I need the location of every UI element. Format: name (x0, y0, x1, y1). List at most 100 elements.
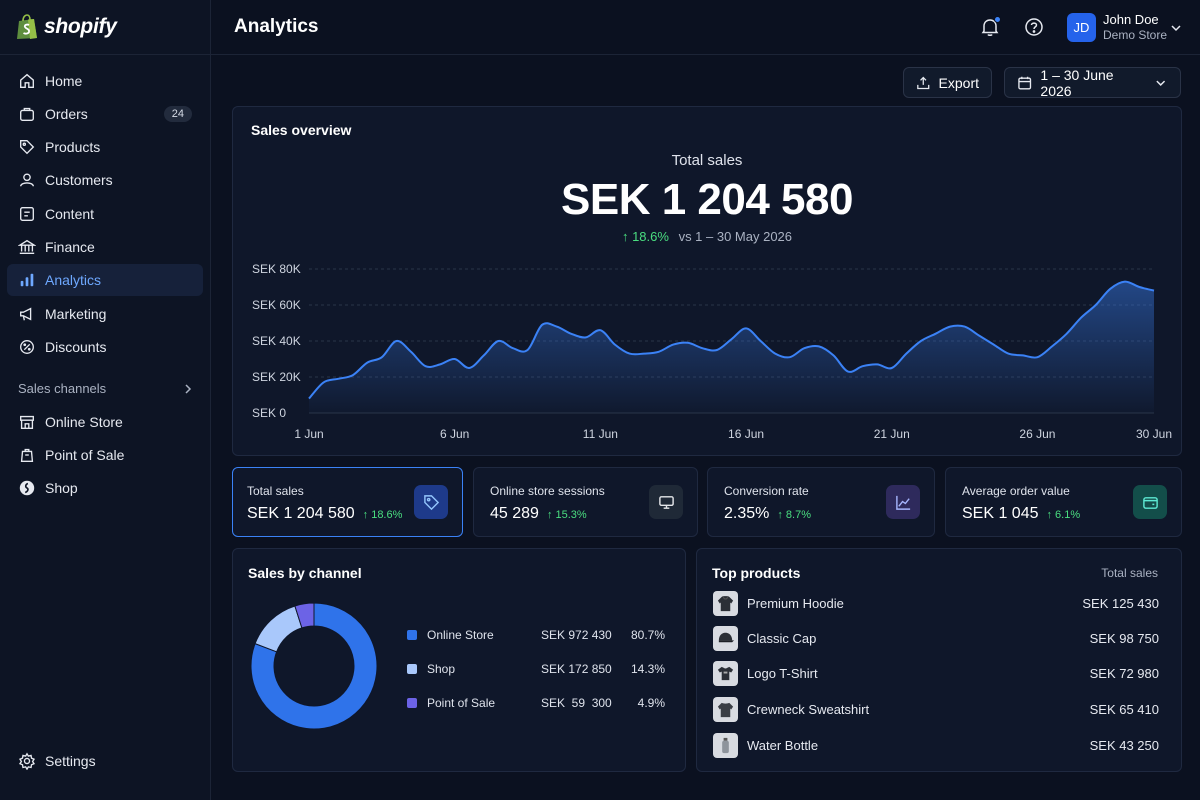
legend-percent: 80.7% (630, 628, 665, 642)
legend-row-shop: Shop SEK 172 850 14.3% (407, 661, 665, 679)
sales-area-fill (309, 281, 1154, 413)
product-sales: SEK 125 430 (1082, 596, 1159, 611)
export-button[interactable]: Export (903, 67, 992, 98)
hoodie-icon (713, 591, 738, 616)
sidebar-item-label: Content (45, 206, 95, 222)
home-icon (18, 72, 36, 90)
y-tick-label: SEK 60K (252, 298, 301, 312)
product-name: Crewneck Sweatshirt (747, 702, 870, 717)
date-range-picker[interactable]: 1 – 30 June 2026 (1004, 66, 1181, 99)
sales-channels-label: Sales channels (18, 381, 107, 396)
kpi-card-conversion-rate[interactable]: Conversion rate 2.35% ↑ 8.7% (707, 467, 935, 537)
donut-slice-point-of-sale (294, 602, 315, 629)
product-name: Premium Hoodie (747, 596, 844, 611)
kpi-value: SEK 1 045 (962, 505, 1039, 522)
sidebar-item-orders[interactable]: Orders 24 (7, 98, 203, 130)
sidebar-divider (0, 54, 210, 55)
sidebar-item-content[interactable]: Content (7, 198, 203, 230)
kpi-change: ↑ 15.3% (546, 509, 587, 521)
sidebar-item-customers[interactable]: Customers (7, 164, 203, 196)
sidebar-item-products[interactable]: Products (7, 131, 203, 163)
kpi-label: Online store sessions (490, 484, 605, 498)
kpi-label: Average order value (962, 484, 1070, 498)
product-sales: SEK 98 750 (1089, 631, 1159, 646)
product-row[interactable]: Classic Cap SEK 98 750 (713, 626, 1159, 652)
megaphone-icon (18, 305, 36, 323)
shop-icon (18, 479, 36, 497)
help-button[interactable] (1023, 16, 1045, 38)
kpi-card-total-sales[interactable]: Total sales SEK 1 204 580 ↑ 18.6% (232, 467, 463, 537)
kpi-value: 2.35% (724, 505, 770, 522)
sales-area-chart: SEK 80K SEK 60K SEK 40K SEK 20K SEK 0 1 Jun 6 … (252, 262, 1172, 441)
sidebar-item-settings[interactable]: Settings (7, 745, 203, 777)
sidebar-item-label: Home (45, 73, 83, 89)
date-range-label: 1 – 30 June 2026 (1040, 66, 1114, 99)
x-tick-label: 1 Jun (294, 427, 323, 441)
sidebar-item-online-store[interactable]: Online Store (7, 406, 203, 438)
legend-row-point-of-sale: Point of Sale SEK 59 300 4.9% (407, 695, 665, 713)
sidebar-item-analytics[interactable]: Analytics (7, 264, 203, 296)
card-title: Sales by channel (248, 565, 362, 581)
column-header-total-sales: Total sales (1101, 566, 1158, 580)
kpi-value-row: SEK 1 204 580 ↑ 18.6% (247, 505, 402, 523)
sidebar-item-marketing[interactable]: Marketing (7, 298, 203, 330)
sidebar-item-discounts[interactable]: Discounts (7, 331, 203, 363)
sidebar-item-label: Customers (45, 172, 113, 188)
chevron-down-icon[interactable] (1169, 21, 1183, 35)
brand-name: shopify (44, 15, 117, 38)
sidebar-item-finance[interactable]: Finance (7, 231, 203, 263)
legend-swatch (407, 698, 417, 708)
legend-percent: 4.9% (637, 696, 665, 710)
store-name: Demo Store (1103, 28, 1168, 42)
x-tick-label: 21 Jun (874, 427, 910, 441)
sales-channels-header[interactable]: Sales channels (18, 381, 194, 396)
shopify-bag-icon (17, 14, 37, 39)
user-name[interactable]: John Doe (1103, 12, 1159, 27)
sidebar-item-shop[interactable]: Shop (7, 472, 203, 504)
product-row[interactable]: Water Bottle SEK 43 250 (713, 733, 1159, 759)
gear-icon (18, 752, 36, 770)
sidebar-item-label: Settings (45, 753, 96, 769)
sidebar-item-label: Marketing (45, 306, 107, 322)
sidebar-item-point-of-sale[interactable]: Point of Sale (7, 439, 203, 471)
calendar-icon (1018, 76, 1032, 89)
sidebar-item-home[interactable]: Home (7, 65, 203, 97)
kpi-value-row: 45 289 ↑ 15.3% (490, 505, 587, 523)
legend-percent: 14.3% (630, 662, 665, 676)
avatar[interactable]: JD (1067, 13, 1096, 42)
kpi-card-average-order-value[interactable]: Average order value SEK 1 045 ↑ 6.1% (945, 467, 1182, 537)
cap-icon (713, 626, 738, 651)
total-sales-label: Total sales (671, 152, 743, 169)
product-row[interactable]: Logo T-Shirt SEK 72 980 (713, 661, 1159, 687)
kpi-change: ↑ 18.6% (362, 509, 403, 521)
y-tick-label: SEK 20K (252, 370, 301, 384)
total-sales-comparison: ↑ 18.6% vs 1 – 30 May 2026 (233, 229, 1181, 244)
tshirt-icon (713, 661, 738, 686)
wallet-icon (1133, 485, 1167, 519)
product-name: Water Bottle (747, 738, 819, 753)
sidebar-item-label: Point of Sale (45, 447, 125, 463)
product-row[interactable]: Premium Hoodie SEK 125 430 (713, 591, 1159, 617)
sidebar-item-label: Products (45, 139, 101, 155)
notifications-button[interactable] (979, 16, 1001, 38)
tag-icon (18, 138, 36, 156)
sales-by-channel-card: Sales by channel Online Store SEK 972 43… (232, 548, 686, 772)
legend-swatch (407, 630, 417, 640)
legend-row-online-store: Online Store SEK 972 430 80.7% (407, 627, 665, 645)
help-icon (1025, 18, 1043, 36)
chevron-down-icon (1155, 80, 1165, 86)
product-row[interactable]: Crewneck Sweatshirt SEK 65 410 (713, 697, 1159, 723)
kpi-value: SEK 1 204 580 (247, 505, 355, 522)
top-bar: Analytics JD John Doe Demo Store (211, 0, 1200, 55)
sidebar-item-label: Finance (45, 239, 95, 255)
product-name: Logo T-Shirt (747, 666, 818, 681)
kpi-label: Conversion rate (724, 484, 809, 498)
kpi-value: 45 289 (490, 505, 539, 522)
orders-count-badge: 24 (163, 106, 192, 122)
y-tick-label: SEK 40K (252, 334, 301, 348)
shopify-logo[interactable]: shopify (16, 14, 117, 40)
sidebar-item-label: Discounts (45, 339, 107, 355)
kpi-card-online-store-sessions[interactable]: Online store sessions 45 289 ↑ 15.3% (473, 467, 698, 537)
legend-amount: SEK 172 850 (541, 662, 612, 676)
export-label: Export (938, 74, 979, 91)
